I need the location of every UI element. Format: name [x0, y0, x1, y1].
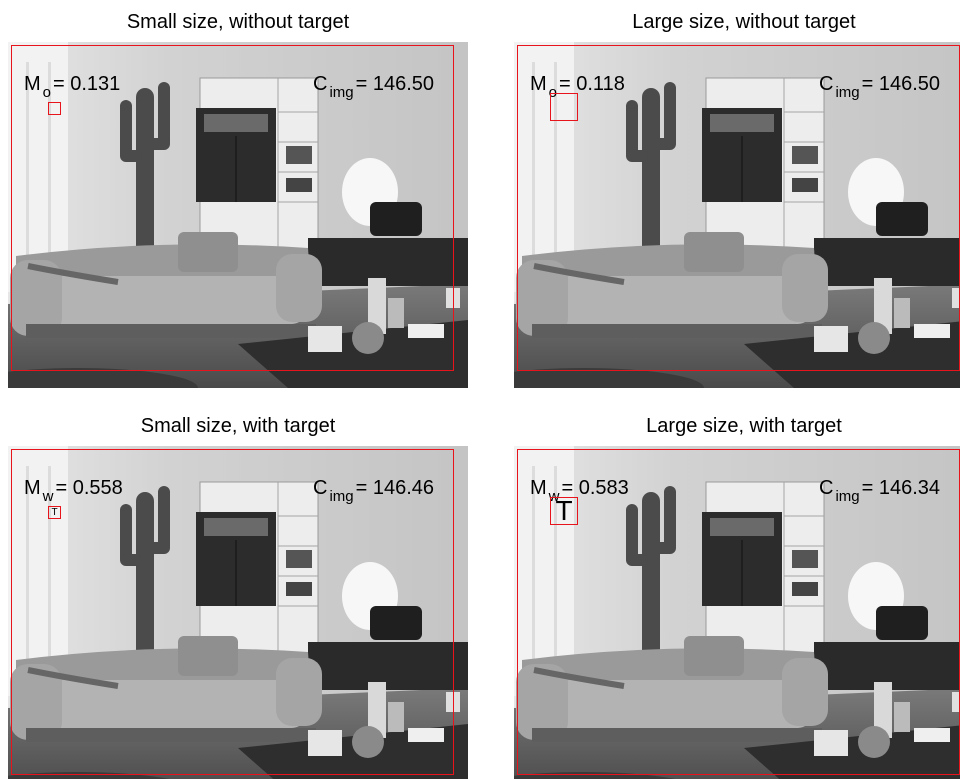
panel-title: Large size, without target	[632, 11, 856, 33]
target-region	[48, 102, 61, 115]
image-roi-frame	[11, 449, 454, 775]
target-region: T	[48, 506, 61, 519]
panel-title: Large size, with target	[646, 415, 842, 437]
panel-title: Small size, with target	[140, 415, 336, 437]
target-region	[550, 93, 578, 121]
image-roi-frame	[11, 45, 454, 371]
panel-title: Small size, without target	[126, 11, 350, 33]
target-region: T	[550, 497, 578, 525]
